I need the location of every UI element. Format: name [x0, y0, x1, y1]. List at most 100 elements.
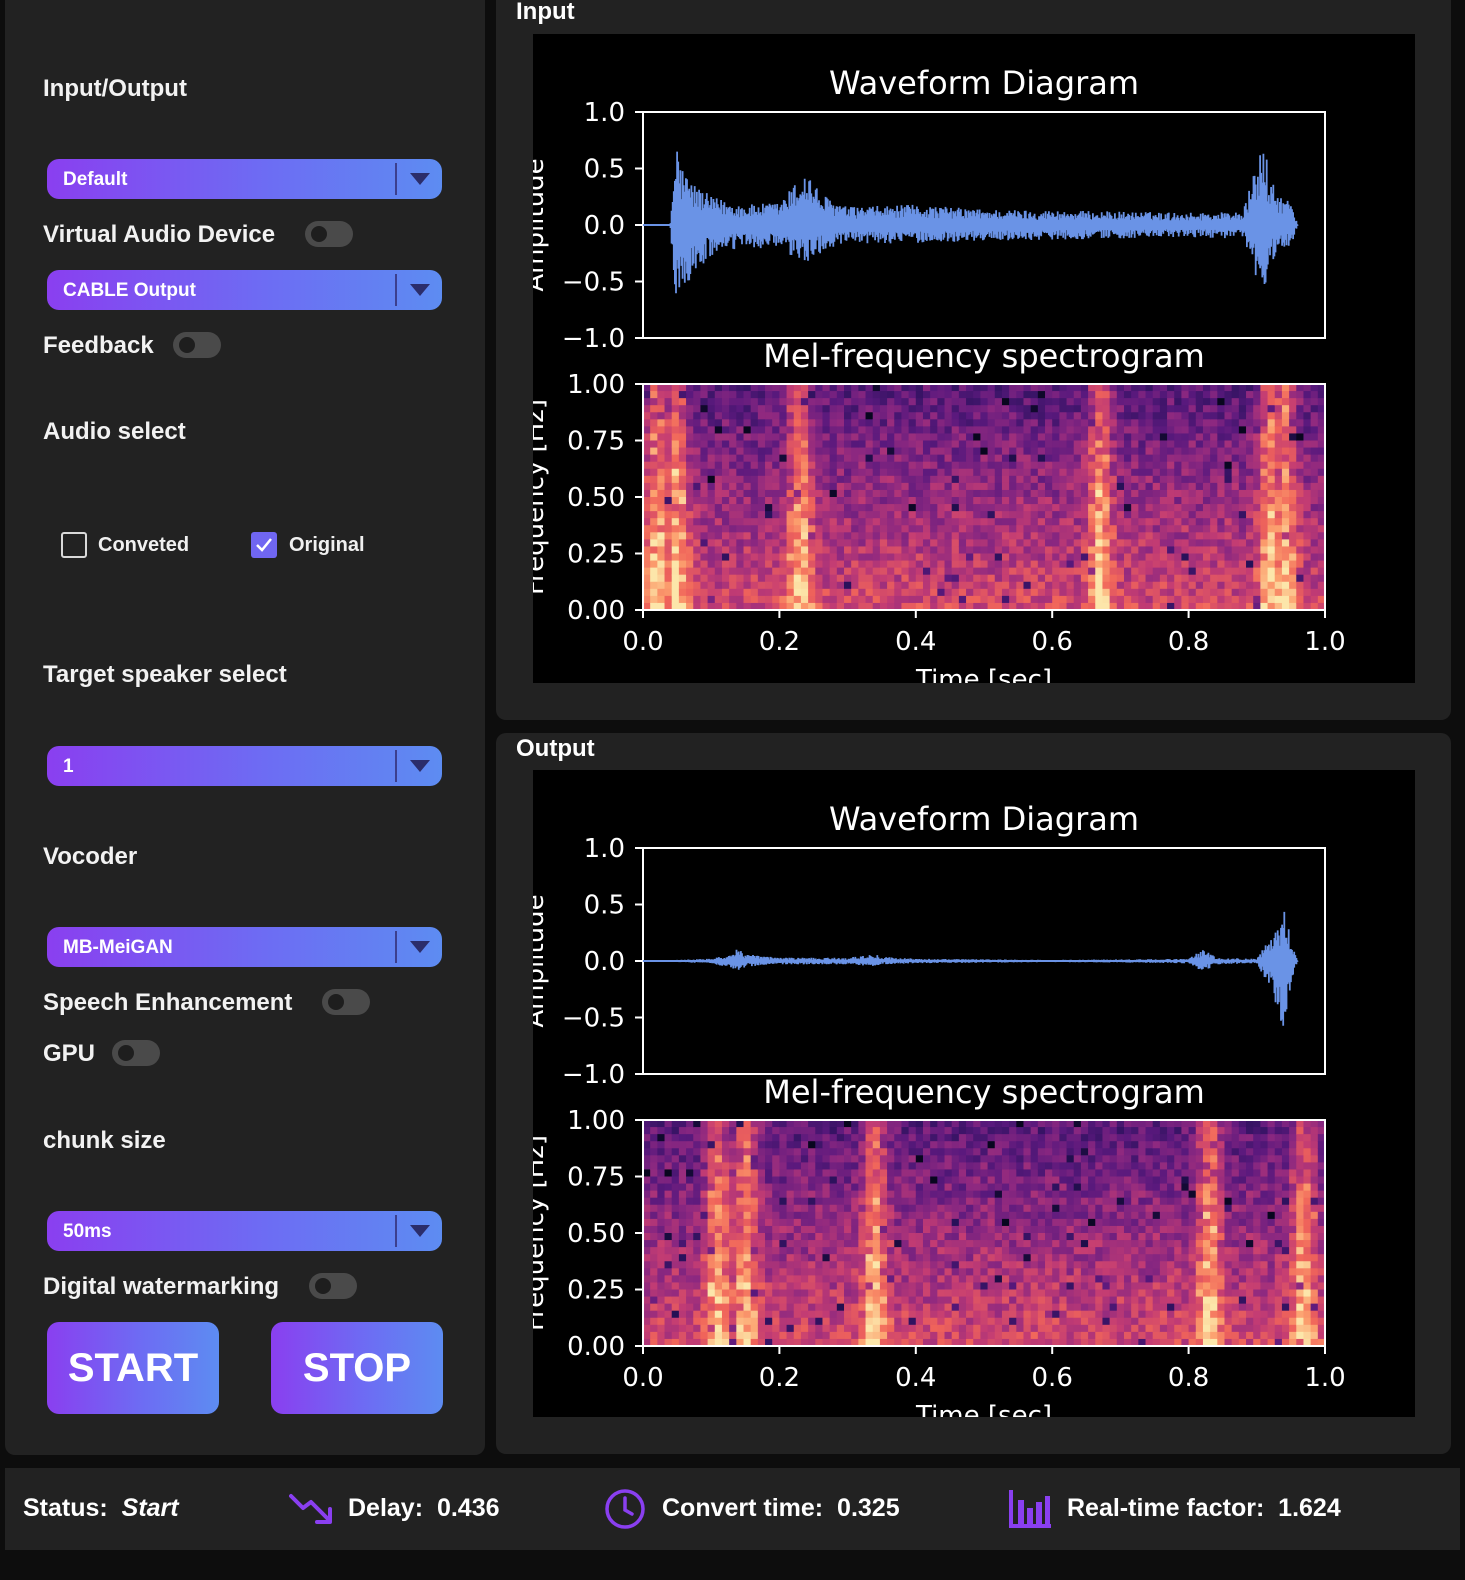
spectrogram-cell [1253, 391, 1261, 399]
spectrogram-cell [686, 1275, 694, 1284]
spectrogram-cell [1066, 391, 1075, 399]
start-button[interactable]: START [47, 1322, 219, 1414]
spectrogram-cell [987, 1240, 996, 1248]
spectrogram-cell [1116, 461, 1125, 470]
spectrogram-cell [1167, 518, 1175, 526]
spectrogram-cell [1281, 574, 1290, 583]
spectrogram-cell [700, 1225, 709, 1234]
spectrogram-cell [808, 1120, 816, 1128]
spectrogram-cell [729, 1204, 737, 1213]
spectrogram-cell [951, 1204, 960, 1213]
spectrogram-cell [765, 497, 773, 505]
spectrogram-cell [808, 405, 816, 413]
spectrogram-cell [1253, 588, 1261, 597]
spectrogram-cell [1009, 1324, 1017, 1333]
spectrogram-cell [958, 1218, 967, 1227]
stop-button[interactable]: STOP [271, 1322, 443, 1414]
spectrogram-cell [808, 1261, 816, 1269]
spectrogram-cell [808, 1247, 816, 1255]
feedback-toggle[interactable] [173, 332, 221, 358]
spectrogram-cell [693, 1282, 702, 1291]
spectrogram-cell [1116, 567, 1125, 576]
spectrogram-cell [1123, 468, 1132, 477]
spectrogram-cell [966, 1211, 974, 1220]
spectrogram-cell [937, 475, 946, 484]
spectrogram-cell [693, 1183, 702, 1192]
waveform-ytick-label: 1.0 [584, 98, 625, 128]
spectrogram-cell [1281, 433, 1290, 442]
spectrogram-cell [1274, 539, 1283, 548]
spectrogram-cell [822, 468, 831, 477]
spectrogram-cell [1073, 511, 1082, 519]
spectrogram-cell [1052, 1120, 1060, 1128]
converted-checkbox[interactable] [61, 532, 87, 558]
spectrogram-cell [822, 419, 831, 427]
spectrogram-cell [1195, 581, 1204, 590]
spectrogram-cell [757, 560, 766, 569]
spectrogram-cell [729, 1317, 737, 1326]
original-checkbox[interactable] [251, 532, 277, 558]
spectrogram-cell [901, 1331, 910, 1340]
spectrogram-cell [1080, 461, 1089, 470]
spectrogram-cell [1253, 567, 1261, 576]
spectrogram-cell [908, 1141, 917, 1149]
spectrogram-cell [930, 1317, 938, 1326]
spectrogram-cell [1009, 525, 1017, 533]
spectrogram-cell [1030, 504, 1039, 512]
spectrogram-cell [1131, 553, 1139, 562]
spectrogram-cell [757, 1204, 766, 1213]
spectrogram-cell [1030, 539, 1039, 548]
spectrogram-cell [1188, 560, 1197, 569]
spectrogram-cell [772, 595, 780, 604]
spectrogram-cell [664, 504, 673, 512]
spectrogram-cell [1267, 447, 1276, 456]
spectrogram-cell [657, 1155, 666, 1163]
spectrogram-cell [757, 391, 766, 399]
virtual-audio-toggle[interactable] [305, 221, 353, 247]
spectrogram-cell [1037, 412, 1046, 420]
speech-enhancement-toggle[interactable] [322, 989, 370, 1015]
spectrogram-cell [1045, 489, 1053, 498]
spectrogram-cell [958, 525, 967, 533]
output-device-dropdown[interactable]: CABLE Output [47, 270, 442, 310]
spectrogram-cell [1202, 419, 1211, 427]
spectrogram-cell [944, 447, 953, 456]
spectrogram-cell [844, 1303, 852, 1312]
spectrogram-cell [750, 384, 759, 392]
spectrogram-cell [1037, 553, 1046, 562]
input-device-dropdown[interactable]: Default [47, 159, 442, 199]
spectrogram-cell [707, 454, 716, 463]
spectrogram-cell [1296, 567, 1305, 576]
spectrogram-cell [786, 1169, 795, 1178]
spectrogram-cell [836, 581, 845, 590]
spectrogram-cell [1289, 553, 1297, 562]
spectrogram-cell [1080, 482, 1089, 491]
spectrogram-cell [1037, 525, 1046, 533]
gpu-toggle[interactable] [112, 1040, 160, 1066]
spectrogram-cell [657, 518, 666, 526]
spectrogram-cell [951, 1218, 960, 1227]
spectrogram-cell [800, 1324, 809, 1333]
spectrogram-cell [951, 1310, 960, 1319]
spectrogram-cell [729, 1197, 737, 1206]
spectrogram-cell [1210, 447, 1218, 456]
spectrogram-cell [836, 405, 845, 413]
dropdown-separator [395, 931, 397, 963]
spectrogram-cell [1152, 412, 1161, 420]
spectrogram-cell [1009, 595, 1017, 604]
spectrogram-cell [693, 447, 702, 456]
spectrogram-cell [1159, 546, 1168, 555]
watermark-toggle[interactable] [309, 1273, 357, 1299]
chunk-size-dropdown[interactable]: 50ms [47, 1211, 442, 1251]
spectrogram-cell [678, 475, 687, 484]
spectrogram-cell [779, 525, 788, 533]
spectrogram-cell [1138, 567, 1147, 576]
target-speaker-dropdown[interactable]: 1 [47, 746, 442, 786]
spectrogram-cell [1131, 454, 1139, 463]
spectrogram-cell [958, 1247, 967, 1255]
spectrogram-cell [930, 1162, 938, 1171]
spectrogram-cell [815, 539, 824, 548]
spectrogram-cell [822, 1183, 831, 1192]
spectrogram-cell [1217, 574, 1226, 583]
vocoder-dropdown[interactable]: MB-MeiGAN [47, 927, 442, 967]
